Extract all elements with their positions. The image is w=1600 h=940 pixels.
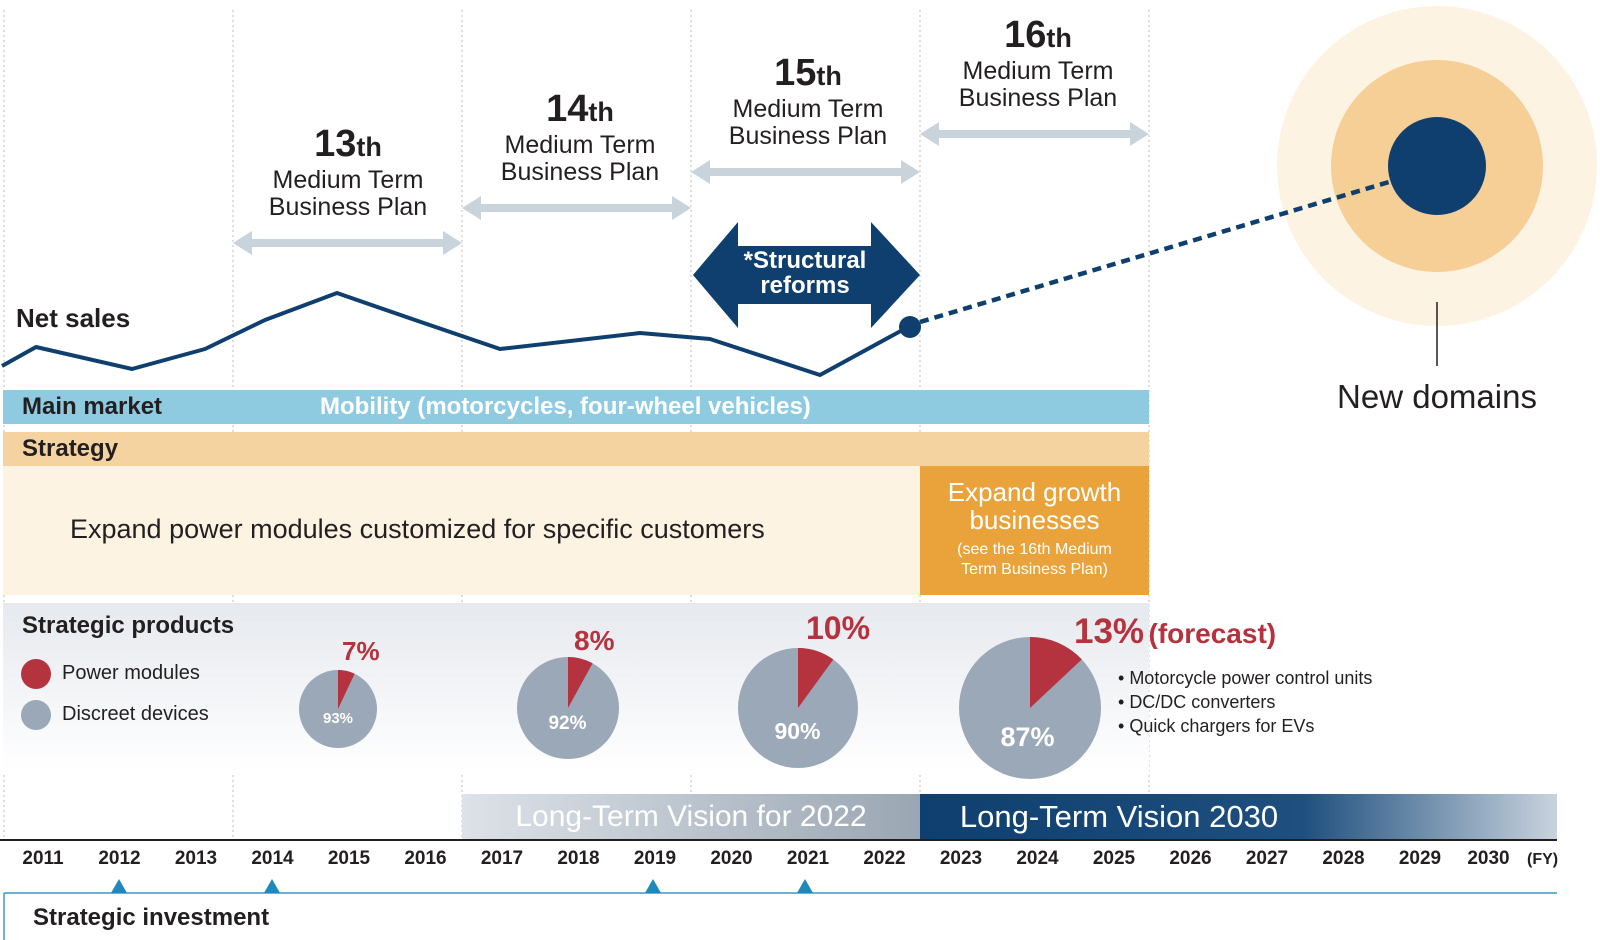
investment-marker-2014 xyxy=(264,879,280,893)
year-label: 2026 xyxy=(1169,848,1212,869)
year-label: 2016 xyxy=(404,848,447,869)
year-label: 2017 xyxy=(480,848,524,869)
pie-3-power-slice xyxy=(798,648,834,708)
year-label: 2012 xyxy=(98,848,141,869)
strategic-investment-label: Strategic investment xyxy=(33,904,270,931)
investment-marker-2019 xyxy=(645,879,661,893)
strategy-band xyxy=(3,432,1149,466)
legend-discrete-label: Discreet devices xyxy=(62,703,209,725)
net-sales-projection xyxy=(919,179,1390,325)
new-domains-core xyxy=(1388,117,1486,215)
year-label: 2022 xyxy=(863,848,906,869)
pie-4-power-pct: 13% (forecast) xyxy=(1074,612,1277,651)
net-sales-label: Net sales xyxy=(16,303,131,333)
vision-2022-label: Long-Term Vision for 2022 xyxy=(515,800,867,833)
investment-marker-2021 xyxy=(797,879,813,893)
plan-13th-label: 13th Medium Term Business Plan xyxy=(268,123,428,221)
year-label: 2011 xyxy=(22,848,64,869)
arrow-16th xyxy=(920,122,1149,146)
fy-label: (FY) xyxy=(1527,851,1559,868)
year-label: 2023 xyxy=(939,848,983,869)
forecast-note: (forecast) xyxy=(1148,618,1277,649)
pie-1-power-slice xyxy=(338,670,355,709)
main-market-value: Mobility (motorcycles, four-wheel vehicl… xyxy=(320,393,811,420)
year-label: 2019 xyxy=(633,848,677,869)
pie-2-discrete-pct: 92% xyxy=(548,713,587,734)
strategy-text: Expand power modules customized for spec… xyxy=(70,514,765,544)
list-item: • Quick chargers for EVs xyxy=(1118,716,1315,736)
list-item: • Motorcycle power control units xyxy=(1118,668,1373,688)
pie-2-power-slice xyxy=(568,657,593,708)
structural-reforms-label: *Structural reforms xyxy=(743,247,867,299)
plan-number: 16 xyxy=(1004,14,1047,56)
growth-box xyxy=(920,466,1149,595)
year-label: 2013 xyxy=(174,848,218,869)
growth-products-list: • Motorcycle power control units • DC/DC… xyxy=(1118,666,1372,738)
strategy-label: Strategy xyxy=(22,435,119,462)
plan-number: 13 xyxy=(314,123,357,165)
net-sales-line xyxy=(1,291,909,377)
new-domains-label: New domains xyxy=(1337,378,1537,415)
plan-number: 14 xyxy=(546,88,589,130)
pie-3-discrete-pct: 90% xyxy=(774,718,821,744)
investment-markers xyxy=(111,879,813,893)
structural-reforms-arrow xyxy=(693,222,920,328)
plan-15th-label: 15th Medium Term Business Plan xyxy=(728,52,888,150)
year-label: 2028 xyxy=(1322,848,1365,869)
investment-marker-2012 xyxy=(111,879,127,893)
year-label: 2025 xyxy=(1092,848,1136,869)
year-label: 2018 xyxy=(557,848,600,869)
pie-1-discrete-pct: 93% xyxy=(322,710,354,727)
growth-title-line2: businesses xyxy=(969,505,1100,535)
pie-charts xyxy=(299,636,1101,779)
pie-2-power-pct: 8% xyxy=(574,625,615,656)
year-label: 2027 xyxy=(1245,848,1289,869)
strategic-products-title: Strategic products xyxy=(22,612,235,639)
plan-14th-label: 14th Medium Term Business Plan xyxy=(500,88,660,186)
legend-discrete-dot xyxy=(21,700,51,730)
arrow-13th xyxy=(233,231,462,255)
arrow-15th xyxy=(691,160,920,184)
growth-box-text: Expand growth businesses (see the 16th Me… xyxy=(947,477,1122,578)
year-label: 2015 xyxy=(327,848,371,869)
legend-power-dot xyxy=(21,659,51,689)
strategy-content-band xyxy=(3,466,920,595)
year-label: 2029 xyxy=(1398,848,1442,869)
pie-4-discrete-pct: 87% xyxy=(1000,722,1055,752)
year-label: 2030 xyxy=(1467,848,1510,869)
growth-title-line1: Expand growth xyxy=(947,477,1122,507)
net-sales-current-point xyxy=(899,316,921,338)
year-label: 2021 xyxy=(786,848,830,869)
legend-power-label: Power modules xyxy=(62,662,200,684)
arrow-14th xyxy=(462,196,691,220)
vision-2030-label: Long-Term Vision 2030 xyxy=(959,799,1279,834)
plan-arrows xyxy=(233,122,1149,255)
year-label: 2020 xyxy=(710,848,753,869)
plan-16th-label: 16th Medium Term Business Plan xyxy=(958,14,1118,112)
pie-1-power-pct: 7% xyxy=(342,636,380,666)
main-market-label: Main market xyxy=(22,393,163,420)
pie-4-power-slice xyxy=(1030,636,1082,708)
main-market-band xyxy=(3,390,1149,424)
vision-2030-bar xyxy=(920,794,1557,839)
year-label: 2024 xyxy=(1016,848,1059,869)
list-item: • DC/DC converters xyxy=(1118,692,1276,712)
pie-3-power-pct: 10% xyxy=(806,610,871,646)
plan-number: 15 xyxy=(774,52,817,94)
vision-2022-bar xyxy=(462,794,920,839)
year-label: 2014 xyxy=(251,848,294,869)
